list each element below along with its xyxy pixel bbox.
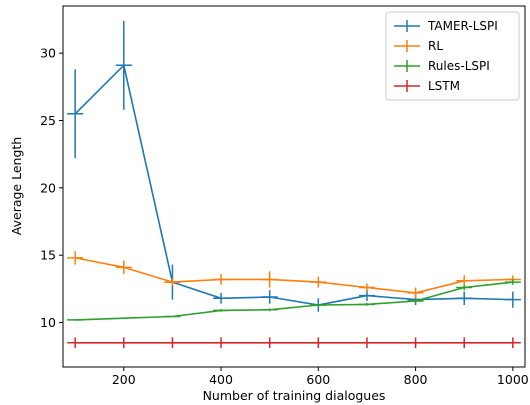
series-tamer-lspi	[67, 20, 521, 312]
legend-item: TAMER-LSPI	[394, 19, 498, 33]
series-line	[74, 63, 513, 306]
x-tick-label: 600	[306, 372, 330, 387]
legend-label: LSTM	[428, 79, 460, 93]
x-tick-label: 200	[112, 372, 136, 387]
legend: TAMER-LSPI RL Rules-LSPI LSTM	[385, 11, 520, 101]
y-tick-label: 15	[40, 248, 56, 263]
y-tick-label: 20	[40, 180, 56, 195]
legend-item: LSTM	[394, 79, 460, 93]
legend-label: RL	[428, 39, 443, 53]
legend-label: TAMER-LSPI	[427, 19, 498, 33]
series-lstm	[67, 337, 521, 349]
legend-label: Rules-LSPI	[428, 59, 490, 73]
legend-item: Rules-LSPI	[394, 59, 490, 73]
x-tick-label: 1000	[497, 372, 529, 387]
legend-item: RL	[394, 39, 443, 53]
series-layer	[67, 20, 521, 349]
y-tick-label: 25	[40, 113, 56, 128]
series-line	[75, 257, 513, 294]
axes-layer: 200 400 600 800 1000 10 15 20 25 30	[40, 5, 529, 387]
series-rules-lspi	[67, 279, 521, 321]
x-tick-label: 400	[209, 372, 233, 387]
series-rl	[67, 251, 521, 299]
y-axis-label: Average Length	[9, 137, 24, 235]
x-tick-label: 800	[404, 372, 428, 387]
x-axis-label: Number of training dialogues	[203, 388, 386, 403]
legend-box	[385, 11, 520, 101]
y-tick-label: 10	[40, 315, 56, 330]
plot-frame	[62, 5, 526, 368]
y-tick-label: 30	[40, 46, 56, 61]
